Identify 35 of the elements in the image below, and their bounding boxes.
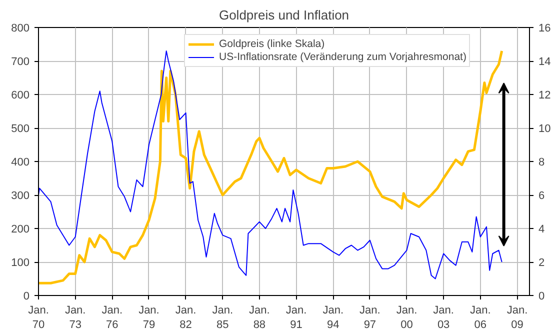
x-tick-label: Jan. 76 (102, 304, 123, 331)
legend-label: Goldpreis (linke Skala) (219, 38, 325, 50)
x-tick-label: Jan. 94 (322, 304, 344, 331)
x-tick-label: Jan. 91 (286, 304, 307, 331)
x-tick-label: Jan. 03 (433, 304, 454, 331)
x-tick-label: Jan. 70 (28, 304, 49, 331)
x-tick-label: Jan. 97 (360, 304, 380, 331)
y2-tick-label: 14 (538, 56, 551, 68)
y-tick-label: 400 (11, 156, 30, 168)
x-tick-label: Jan. 88 (249, 304, 270, 331)
y2-tick-label: 2 (538, 257, 545, 269)
y2-tick-label: 16 (538, 22, 551, 34)
y2-tick-label: 12 (538, 90, 551, 102)
y-tick-label: 100 (11, 257, 30, 269)
x-tick-label: Jan. 82 (175, 304, 196, 331)
legend-label: US-Inflationsrate (Veränderung zum Vorjahresmonat) (219, 51, 466, 63)
x-tick-label: Jan. 00 (396, 304, 418, 331)
x-tick-label: Jan. 06 (470, 304, 491, 331)
chart-title: Goldpreis und Inflation (218, 8, 350, 22)
y-tick-label: 700 (11, 56, 30, 68)
x-tick-label: Jan. 09 (506, 304, 528, 331)
y-tick-label: 500 (11, 123, 30, 135)
y2-tick-label: 0 (538, 290, 545, 302)
y-tick-label: 0 (23, 290, 30, 302)
x-tick-label: Jan. 73 (64, 304, 86, 331)
y2-tick-label: 4 (538, 224, 545, 236)
y2-tick-label: 8 (538, 156, 545, 168)
x-tick-label: Jan. 85 (212, 304, 234, 331)
y-tick-label: 200 (11, 224, 30, 236)
y2-tick-label: 6 (538, 190, 545, 202)
y2-tick-label: 10 (538, 123, 551, 135)
x-tick-label: Jan. 79 (138, 304, 160, 331)
y-tick-label: 600 (11, 90, 30, 102)
y-tick-label: 800 (11, 22, 30, 34)
y-tick-label: 300 (11, 190, 30, 202)
